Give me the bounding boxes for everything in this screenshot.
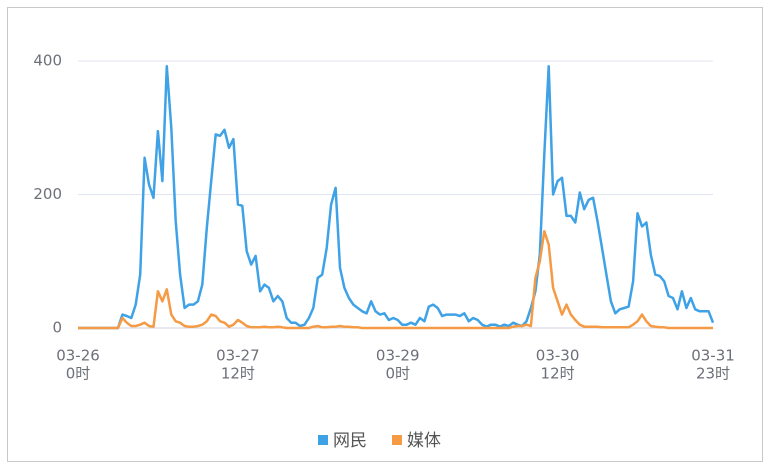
legend-label: 网民 (333, 431, 367, 451)
x-tick-label: 03-29 (376, 347, 420, 365)
legend-swatch (318, 435, 328, 445)
x-tick-label: 03-31 (691, 347, 735, 365)
y-tick-label: 0 (52, 319, 62, 337)
legend-label: 媒体 (407, 431, 441, 451)
x-tick-label: 12时 (221, 365, 255, 383)
series-line (78, 229, 713, 330)
legend-swatch (392, 435, 402, 445)
x-tick-label: 03-26 (56, 347, 100, 365)
x-tick-label: 0时 (385, 365, 410, 383)
y-tick-label: 400 (33, 52, 62, 70)
x-tick-label: 03-27 (216, 347, 260, 365)
x-tick-label: 12时 (541, 365, 575, 383)
x-tick-label: 0时 (66, 365, 91, 383)
series-line (78, 65, 715, 330)
x-tick-label: 03-30 (536, 347, 580, 365)
x-tick-label: 23时 (696, 365, 730, 383)
y-tick-label: 200 (33, 185, 62, 203)
